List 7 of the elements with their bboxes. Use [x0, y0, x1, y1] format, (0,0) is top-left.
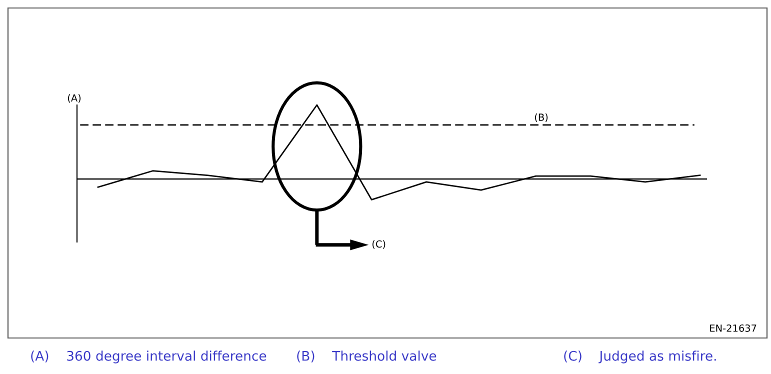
text: (C) Judged as misfire.: [564, 350, 716, 364]
text: (A) 360 degree interval difference: [31, 350, 266, 364]
ref-line-label: (B): [535, 113, 548, 122]
text: EN-21637: [710, 324, 756, 332]
text: (C): [372, 240, 386, 249]
y-axis-title: (A): [68, 94, 81, 103]
text: (B) Threshold valve: [297, 350, 436, 362]
